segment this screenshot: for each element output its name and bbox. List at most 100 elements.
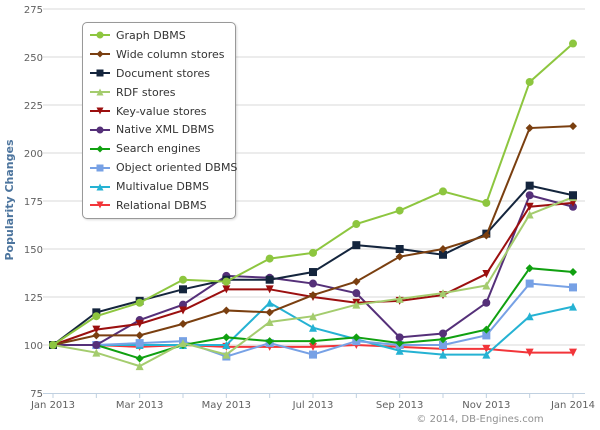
x-tick-label: Jan 2013 <box>30 400 75 411</box>
data-point <box>309 312 317 321</box>
data-point <box>179 285 187 294</box>
data-point <box>265 298 274 307</box>
data-point <box>525 77 534 86</box>
legend-label: Native XML DBMS <box>116 123 215 137</box>
x-tick-label: Mar 2013 <box>116 400 164 411</box>
legend-item[interactable]: Wide column stores <box>83 45 235 64</box>
y-tick-label: 275 <box>24 5 43 16</box>
data-point <box>309 342 317 351</box>
legend-item[interactable]: RDF stores <box>83 83 235 102</box>
data-point <box>525 202 534 211</box>
y-tick-label: 75 <box>30 389 43 400</box>
data-point <box>179 339 187 348</box>
data-point <box>525 312 534 321</box>
legend-item[interactable]: Search engines <box>83 139 235 158</box>
data-point <box>439 250 447 259</box>
data-point <box>309 337 317 346</box>
data-point <box>135 354 144 363</box>
legend-label: Graph DBMS <box>116 28 186 42</box>
data-point <box>482 331 491 340</box>
data-point <box>96 145 104 153</box>
x-tick-label: May 2013 <box>202 400 251 411</box>
data-point <box>525 181 534 190</box>
data-point <box>96 69 104 77</box>
data-point <box>439 289 447 298</box>
data-point <box>482 198 491 207</box>
legend-symbol-icon <box>90 31 110 39</box>
legend-label: Relational DBMS <box>116 198 207 212</box>
y-axis-label: Popularity Changes <box>3 139 16 260</box>
x-tick-label: Jul 2013 <box>292 400 334 411</box>
legend-label: Search engines <box>116 142 201 156</box>
legend-symbol-icon <box>90 201 110 209</box>
data-point <box>569 191 577 200</box>
data-point <box>352 220 361 229</box>
data-point <box>96 201 104 209</box>
y-tick-label: 100 <box>24 341 43 352</box>
data-point <box>309 291 317 300</box>
data-point <box>135 362 144 371</box>
legend-symbol-icon <box>90 183 110 191</box>
data-point <box>222 306 231 315</box>
data-point <box>96 183 104 191</box>
data-point <box>352 300 361 309</box>
series-graph-dbms <box>49 39 577 349</box>
data-point <box>92 312 101 321</box>
data-point <box>222 277 231 286</box>
legend-symbol-icon <box>90 164 110 172</box>
data-point <box>525 210 534 219</box>
data-point <box>482 350 491 359</box>
data-point <box>439 335 447 344</box>
data-point <box>265 285 274 294</box>
data-point <box>482 231 491 240</box>
data-point <box>395 333 404 342</box>
data-point <box>352 241 361 250</box>
x-tick-label: Nov 2013 <box>462 400 510 411</box>
data-point <box>395 206 404 215</box>
data-point <box>525 348 534 357</box>
data-point <box>439 350 447 359</box>
legend-label: Object oriented DBMS <box>116 161 238 175</box>
data-point <box>309 248 317 257</box>
credit-text[interactable]: © 2014, DB-Engines.com <box>416 414 543 425</box>
legend-item[interactable]: Multivalue DBMS <box>83 177 235 196</box>
data-point <box>439 341 447 349</box>
legend-item[interactable]: Native XML DBMS <box>83 120 235 139</box>
legend-item[interactable]: Object oriented DBMS <box>83 158 238 177</box>
data-point <box>482 281 491 290</box>
data-point <box>265 317 274 326</box>
y-tick-label: 225 <box>24 101 43 112</box>
data-point <box>179 306 187 315</box>
legend-item[interactable]: Graph DBMS <box>83 26 235 45</box>
data-point <box>309 268 317 277</box>
data-point <box>222 333 231 342</box>
data-point <box>569 268 577 277</box>
data-point <box>569 302 577 311</box>
legend-item[interactable]: Document stores <box>83 64 235 83</box>
data-point <box>439 187 447 196</box>
data-point <box>135 319 144 328</box>
data-point <box>222 285 231 294</box>
legend-item[interactable]: Key-value stores <box>83 102 235 121</box>
data-point <box>135 339 144 348</box>
data-point <box>222 350 231 359</box>
data-point <box>179 319 187 328</box>
legend-label: Wide column stores <box>116 47 225 61</box>
data-point <box>92 325 101 334</box>
data-point <box>569 122 577 131</box>
legend: Graph DBMS Wide column stores Document sto… <box>82 22 238 219</box>
x-tick-label: Sep 2013 <box>376 400 423 411</box>
data-point <box>395 245 404 253</box>
y-tick-label: 150 <box>24 245 43 256</box>
data-point <box>525 124 534 133</box>
data-point <box>265 308 274 317</box>
legend-item[interactable]: Relational DBMS <box>83 196 235 215</box>
data-point <box>49 341 57 349</box>
data-point <box>135 298 144 307</box>
data-point <box>352 277 361 286</box>
legend-symbol-icon <box>90 88 110 96</box>
data-point <box>569 283 577 292</box>
data-point <box>482 269 491 278</box>
legend-symbol-icon <box>90 126 110 134</box>
